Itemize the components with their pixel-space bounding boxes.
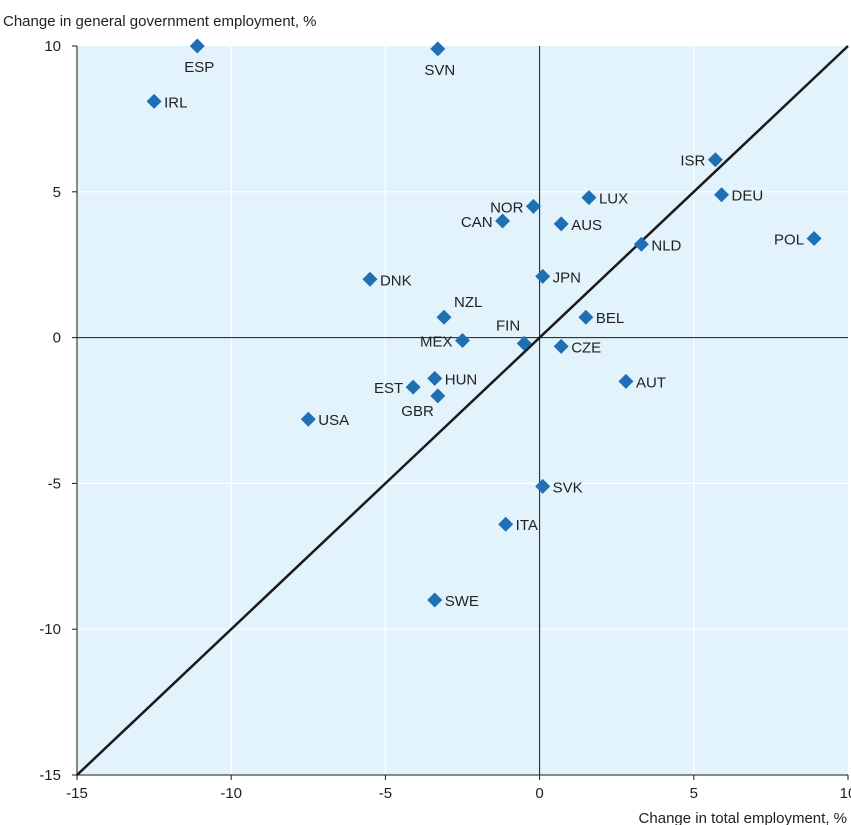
data-label-swe: SWE: [445, 593, 479, 610]
data-label-est: EST: [374, 380, 403, 397]
data-point-cze: [553, 338, 569, 354]
x-tick-label: 5: [690, 785, 698, 802]
data-label-lux: LUX: [599, 191, 628, 208]
data-label-ita: ITA: [516, 517, 538, 534]
data-point-aut: [618, 373, 634, 389]
data-label-jpn: JPN: [553, 269, 581, 286]
data-point-nor: [525, 198, 541, 214]
data-label-fin: FIN: [496, 317, 520, 334]
data-point-isr: [707, 152, 723, 168]
data-label-mex: MEX: [420, 334, 453, 351]
data-label-dnk: DNK: [380, 272, 412, 289]
data-label-can: CAN: [461, 214, 493, 231]
data-label-svk: SVK: [553, 479, 583, 496]
y-tick-label: 5: [53, 184, 61, 201]
data-point-svk: [535, 478, 551, 494]
data-point-esp: [189, 38, 205, 54]
data-point-hun: [427, 370, 443, 386]
y-tick-label: -10: [39, 621, 61, 638]
data-label-bel: BEL: [596, 310, 624, 327]
diagonal-reference-line: [76, 45, 849, 776]
data-label-gbr: GBR: [401, 403, 434, 420]
data-point-dnk: [362, 271, 378, 287]
x-axis-label: Change in total employment, %: [639, 810, 847, 825]
x-tick-label: -15: [66, 785, 88, 802]
data-label-pol: POL: [774, 231, 804, 248]
data-point-svn: [430, 41, 446, 57]
y-axis-ticks: -15 -10 -5 0 5 10: [39, 38, 78, 784]
x-tick-label: -10: [220, 785, 242, 802]
x-tick-label: 10: [840, 785, 851, 802]
y-tick-label: -15: [39, 767, 61, 784]
data-label-nzl: NZL: [454, 294, 482, 311]
data-label-svn: SVN: [424, 62, 455, 79]
data-point-pol: [806, 230, 822, 246]
data-label-nor: NOR: [490, 199, 524, 216]
y-tick-label: 10: [44, 38, 61, 55]
data-label-cze: CZE: [571, 339, 601, 356]
data-point-lux: [581, 190, 597, 206]
data-label-hun: HUN: [445, 371, 478, 388]
data-label-deu: DEU: [732, 188, 764, 205]
data-label-nld: NLD: [651, 237, 681, 254]
data-point-ita: [498, 516, 514, 532]
data-label-isr: ISR: [680, 153, 705, 170]
data-label-aus: AUS: [571, 217, 602, 234]
x-tick-label: -5: [379, 785, 392, 802]
data-point-jpn: [535, 268, 551, 284]
data-label-irl: IRL: [164, 94, 187, 111]
x-axis-ticks: -15 -10 -5 0 5 10: [66, 774, 851, 802]
data-label-usa: USA: [318, 412, 349, 429]
data-point-bel: [578, 309, 594, 325]
data-point-fin: [516, 335, 532, 351]
data-point-gbr: [430, 388, 446, 404]
data-point-nzl: [436, 309, 452, 325]
data-label-aut: AUT: [636, 374, 666, 391]
data-point-aus: [553, 216, 569, 232]
data-point-can: [495, 213, 511, 229]
data-point-nld: [633, 236, 649, 252]
data-point-irl: [146, 93, 162, 109]
data-point-usa: [300, 411, 316, 427]
data-label-esp: ESP: [184, 59, 214, 76]
x-tick-label: 0: [535, 785, 543, 802]
y-axis-label: Change in general government employment,…: [3, 13, 317, 30]
data-point-mex: [455, 333, 470, 349]
y-tick-label: -5: [48, 475, 61, 492]
data-point-swe: [427, 592, 443, 608]
data-point-deu: [714, 187, 730, 203]
data-point-est: [405, 379, 421, 395]
y-tick-label: 0: [53, 330, 61, 347]
